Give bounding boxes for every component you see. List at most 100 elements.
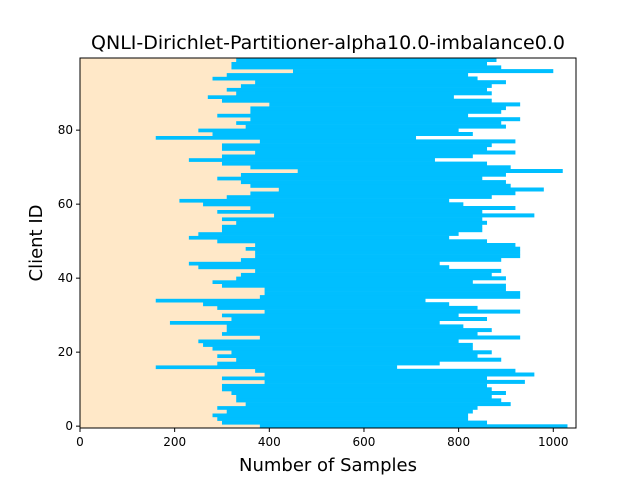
bar-client-47-class-0 [80,250,256,255]
bar-client-99-class-0 [80,58,237,62]
bar-client-76-class-1 [221,143,492,148]
bar-client-23-class-0 [80,339,199,344]
bar-client-75-class-1 [221,146,488,151]
bar-client-91-class-1 [226,87,488,92]
bar-client-97-class-1 [231,65,502,70]
bar-client-81-class-0 [80,124,246,129]
y-tick-label: 80 [58,123,73,137]
bar-client-0-class-1 [259,424,568,429]
bar-client-56-class-0 [80,217,222,222]
bar-client-3-class-1 [212,413,469,418]
bar-client-84-class-1 [217,113,469,118]
bar-client-34-class-1 [155,298,426,303]
x-tick-label: 1000 [538,435,569,449]
bar-client-69-class-1 [297,169,563,173]
y-tick-label: 20 [58,345,73,359]
bar-client-35-class-0 [80,294,260,299]
bar-client-11-class-1 [221,383,488,388]
bar-client-71-class-1 [221,161,488,166]
bar-client-36-class-0 [80,291,265,296]
bar-client-25-class-1 [221,331,478,336]
bar-client-74-class-0 [80,150,256,155]
bar-client-98-class-1 [231,61,488,66]
bar-client-92-class-1 [240,83,492,88]
bar-client-72-class-0 [80,157,189,162]
bar-client-19-class-0 [80,354,218,358]
bar-client-54-class-1 [221,224,483,229]
bar-client-20-class-0 [80,350,232,355]
bar-client-32-class-1 [217,305,478,310]
bar-client-2-class-0 [80,416,218,421]
bar-client-43-class-1 [198,265,450,270]
bar-client-88-class-1 [221,98,492,103]
bar-client-61-class-1 [179,198,450,203]
bar-client-62-class-0 [80,194,227,199]
bar-client-73-class-0 [80,154,222,159]
bar-client-58-class-1 [217,209,483,214]
bar-client-23-class-1 [198,339,459,344]
bar-client-7-class-0 [80,398,237,403]
x-tick-label: 400 [258,435,281,449]
bar-client-81-class-1 [245,124,506,129]
bar-client-13-class-1 [221,376,488,381]
bar-client-68-class-0 [80,172,241,177]
bar-client-60-class-1 [203,202,464,207]
bar-client-55-class-1 [236,220,488,225]
bar-client-44-class-0 [80,261,189,266]
bar-client-73-class-1 [221,154,473,159]
bar-client-67-class-0 [80,176,218,181]
bar-client-10-class-0 [80,387,222,392]
bar-client-28-class-1 [169,320,440,325]
bar-client-48-class-0 [80,246,246,251]
bar-client-83-class-1 [250,117,521,122]
bar-client-54-class-0 [80,224,222,229]
x-tick-label: 200 [163,435,186,449]
chart-title: QNLI-Dirichlet-Partitioner-alpha10.0-imb… [91,32,565,54]
bar-client-40-class-0 [80,276,237,281]
bar-client-78-class-0 [80,135,156,140]
bar-client-97-class-0 [80,65,232,70]
bar-client-33-class-0 [80,302,204,307]
bar-client-35-class-1 [259,294,521,299]
bar-client-24-class-0 [80,335,260,340]
bar-client-68-class-1 [240,172,506,177]
bar-client-60-class-0 [80,202,204,207]
bar-client-41-class-1 [240,272,492,277]
bar-client-64-class-0 [80,187,279,192]
bar-client-16-class-1 [155,365,398,370]
bar-client-88-class-0 [80,98,222,103]
bar-client-59-class-0 [80,206,251,210]
bar-client-22-class-0 [80,342,204,347]
bar-client-71-class-0 [80,161,222,166]
bar-client-50-class-1 [217,239,488,244]
bar-client-11-class-0 [80,383,222,388]
bar-client-13-class-0 [80,376,222,381]
bar-client-41-class-0 [80,272,241,277]
bars-group [80,58,568,429]
bar-client-30-class-0 [80,313,222,318]
bar-client-74-class-1 [255,150,516,155]
bar-client-47-class-1 [255,250,521,255]
bar-client-63-class-1 [250,191,516,196]
bar-client-95-class-0 [80,72,227,77]
bar-client-75-class-0 [80,146,222,151]
x-tick-label: 800 [447,435,470,449]
bar-client-62-class-1 [226,194,492,199]
bar-client-61-class-0 [80,198,180,203]
bar-client-38-class-0 [80,283,222,288]
x-tick-label: 0 [76,435,84,449]
bar-client-53-class-0 [80,228,222,233]
bar-client-21-class-1 [212,346,473,351]
bar-client-10-class-1 [221,387,492,392]
bar-client-94-class-0 [80,76,213,81]
bar-client-37-class-0 [80,287,265,292]
bar-client-15-class-1 [255,368,516,373]
bar-client-77-class-0 [80,139,260,144]
bar-client-65-class-0 [80,183,251,188]
bar-client-26-class-0 [80,328,227,333]
bar-client-70-class-1 [250,165,511,170]
bar-client-80-class-1 [198,128,459,133]
bar-client-33-class-1 [203,302,450,307]
bar-client-32-class-0 [80,305,218,310]
